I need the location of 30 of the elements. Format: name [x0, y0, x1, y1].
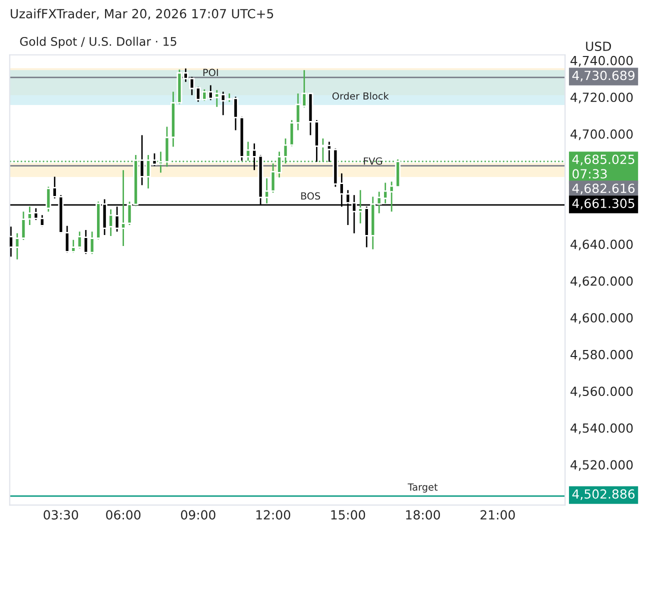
x-tick-label: 09:00 [180, 510, 216, 520]
annotation: Target [408, 483, 438, 493]
y-tick-label: 4,720.000 [570, 92, 633, 104]
y-tick-label: 4,640.000 [570, 240, 633, 250]
y-tick-label: 4,600.000 [570, 313, 633, 324]
chart-title: Gold Spot / U.S. Dollar · 15 [20, 36, 176, 48]
y-tick-label: 4,620.000 [570, 276, 633, 288]
ref-line-label: 4,730.689 [572, 70, 634, 82]
x-tick-label: 06:00 [106, 510, 140, 520]
ref-line-label: 4,502.886 [572, 489, 635, 500]
ref-line-label: 4,661.305 [572, 198, 634, 210]
y-tick-label: 4,740.000 [570, 56, 633, 67]
annotation: POI [203, 68, 218, 76]
y-tick-label: 4,560.000 [570, 386, 633, 398]
y-tick-label: 4,700.000 [570, 129, 633, 140]
x-tick-label: 12:00 [256, 510, 290, 520]
x-tick-label: 18:00 [406, 510, 440, 520]
y-axis-title: USD [586, 42, 611, 52]
ref-line-label: 4,685.025 07:33 [572, 154, 634, 179]
chart-subtitle: UzaifFXTrader, Mar 20, 2026 17:07 UTC+5 [10, 8, 274, 20]
x-tick-label: 03:30 [44, 510, 78, 520]
annotation: BOS [301, 192, 320, 200]
annotation: Order Block [332, 92, 389, 100]
y-tick-label: 4,540.000 [570, 423, 633, 434]
y-tick-label: 4,520.000 [570, 460, 633, 471]
annotation: FVG [364, 157, 382, 165]
x-tick-label: 15:00 [331, 510, 366, 520]
ref-line-label: 4,682.616 [572, 184, 635, 194]
x-tick-label: 21:00 [480, 510, 515, 520]
y-tick-label: 4,580.000 [570, 350, 633, 361]
